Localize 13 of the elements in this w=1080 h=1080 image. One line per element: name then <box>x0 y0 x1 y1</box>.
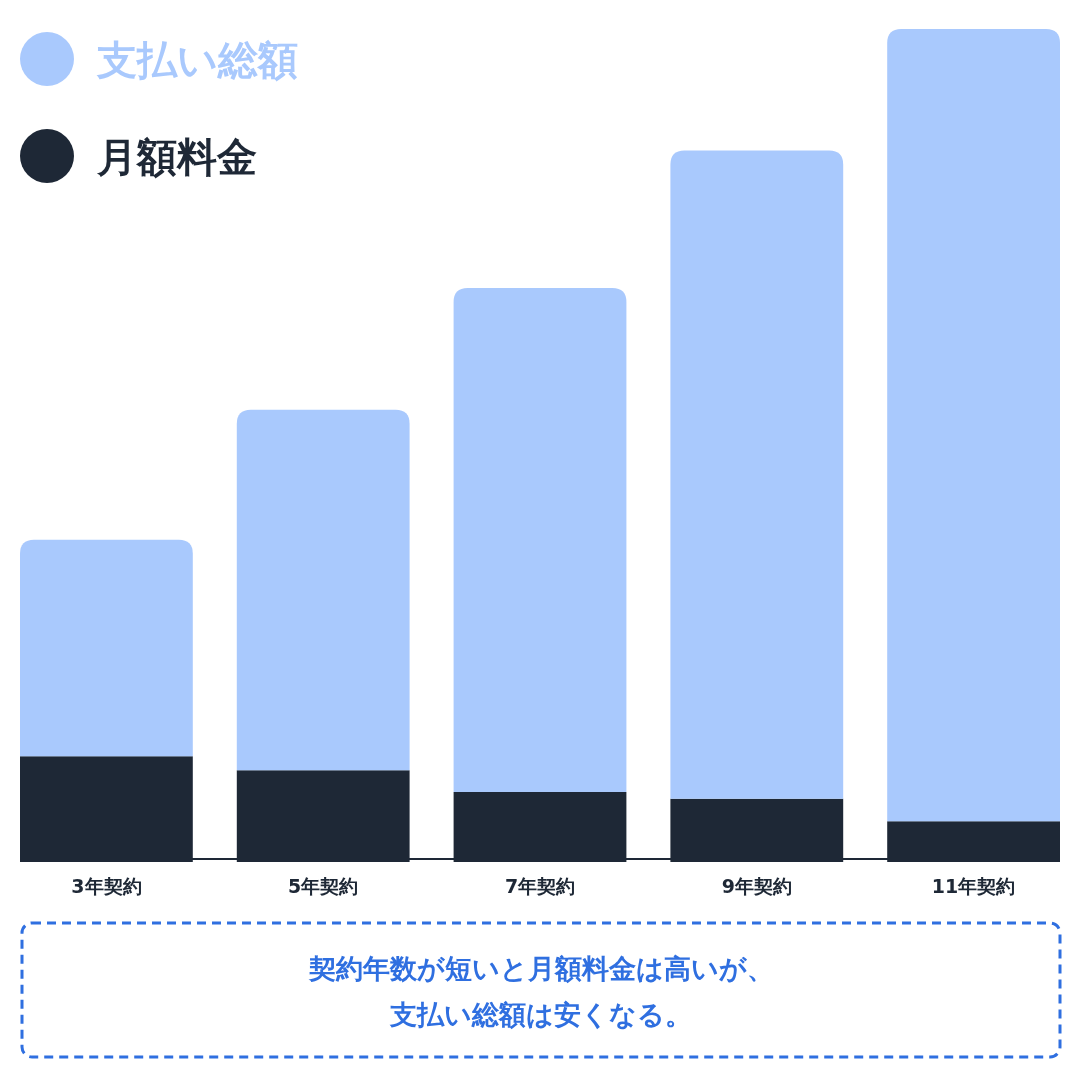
bar <box>453 288 627 793</box>
bar <box>236 409 410 771</box>
legend-label: 支払い総額 <box>96 37 298 83</box>
bar <box>887 29 1060 822</box>
x-tick-label: 9年契約 <box>721 875 792 897</box>
x-tick-label: 11年契約 <box>931 875 1016 897</box>
bar <box>20 539 193 757</box>
x-tick-label: 3年契約 <box>71 875 142 897</box>
annotation-box: 契約年数が短いと月額料金は高いが、 支払い総額は安くなる。 <box>20 921 1062 1059</box>
x-tick-label: 5年契約 <box>288 875 359 897</box>
bar <box>670 150 844 799</box>
legend-label: 月額料金 <box>96 134 257 180</box>
x-tick-label: 7年契約 <box>504 875 576 897</box>
